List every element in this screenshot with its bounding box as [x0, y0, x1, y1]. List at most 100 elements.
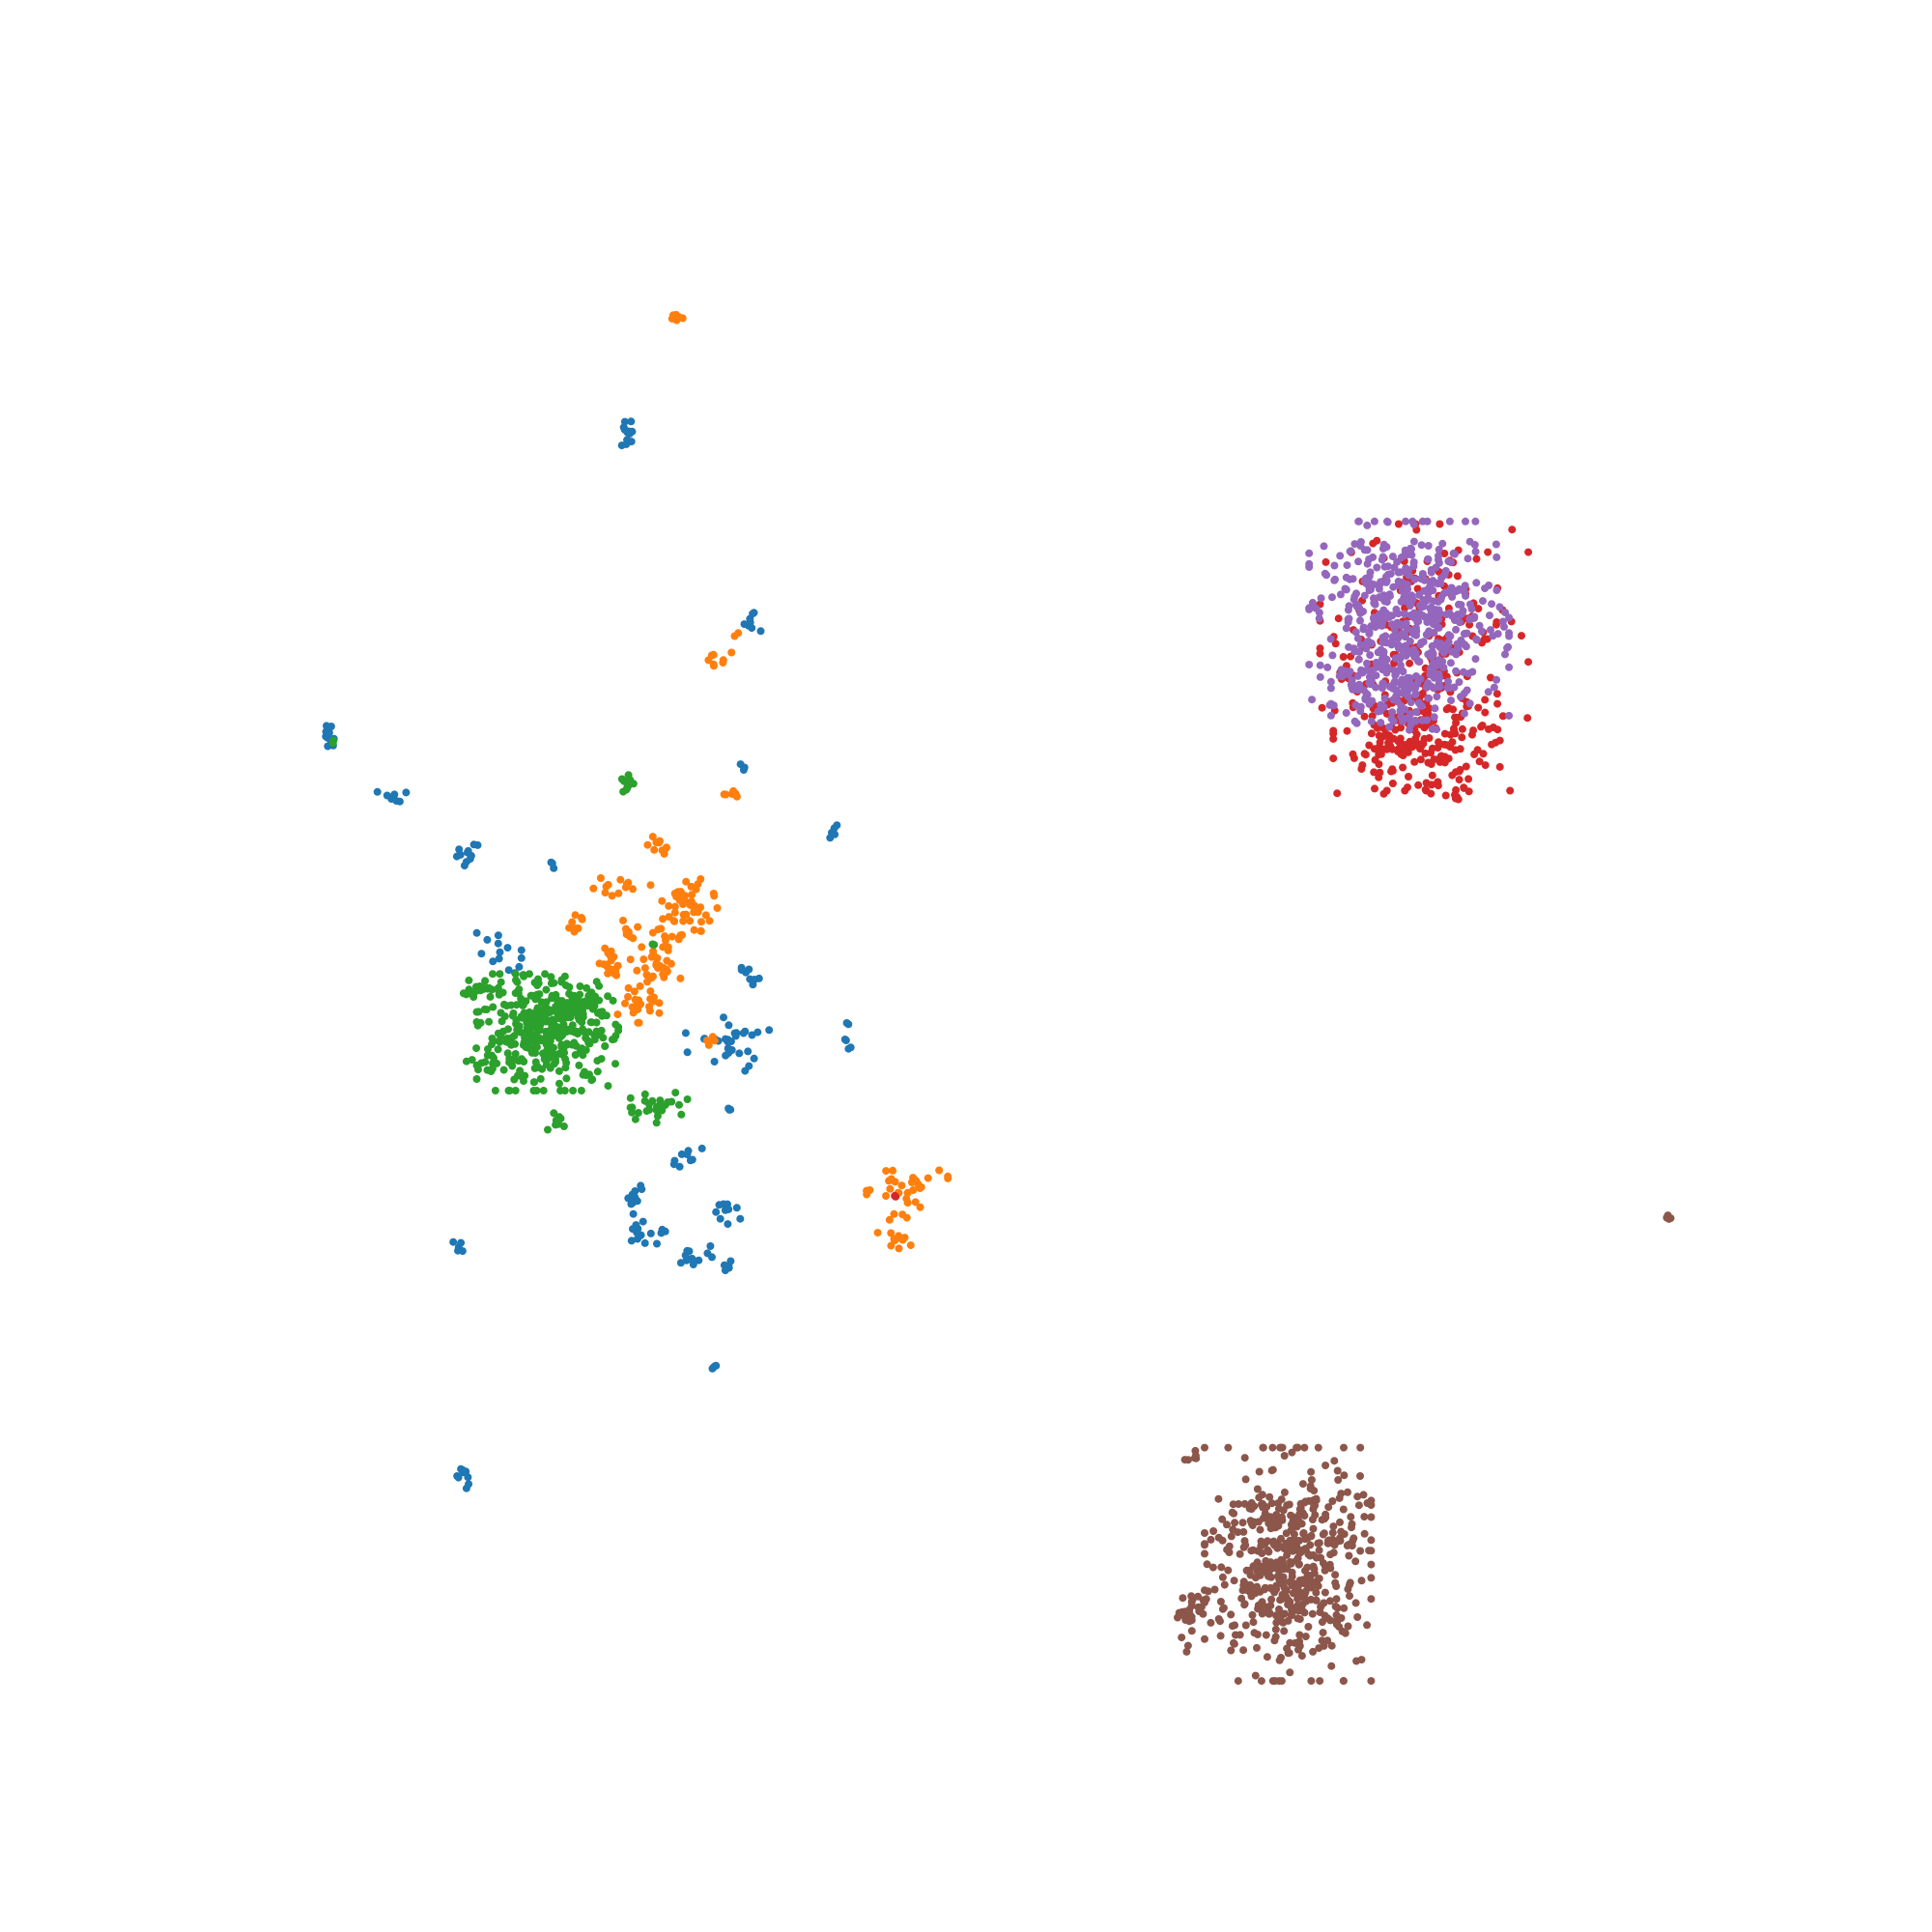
data-point [1240, 1601, 1249, 1609]
data-point [1332, 1595, 1341, 1604]
data-point [1314, 1539, 1322, 1548]
data-point [624, 983, 633, 992]
data-point [1302, 1577, 1311, 1585]
data-point [538, 1036, 547, 1043]
data-point [1399, 763, 1407, 772]
data-point [1440, 740, 1449, 749]
data-point [1275, 1656, 1284, 1664]
data-point [712, 1208, 721, 1216]
data-point [1401, 705, 1409, 714]
data-point [630, 987, 639, 996]
data-point [1246, 1583, 1255, 1592]
data-point [1277, 1495, 1286, 1504]
data-point [1309, 1550, 1318, 1559]
data-point [1218, 1515, 1227, 1523]
data-point [505, 1087, 514, 1094]
data-point [1388, 553, 1397, 561]
data-point [1201, 1634, 1208, 1643]
data-point [586, 1018, 595, 1027]
data-point [1452, 785, 1461, 794]
data-point [916, 1203, 924, 1211]
data-point [1267, 1595, 1276, 1604]
data-point [1309, 1524, 1318, 1533]
data-point [557, 976, 566, 984]
data-point [890, 1235, 898, 1243]
data-point [1475, 757, 1484, 766]
data-point [1461, 582, 1469, 590]
data-point [634, 1109, 642, 1117]
data-point [1409, 558, 1418, 567]
data-point [1365, 630, 1374, 639]
data-point [1493, 699, 1502, 708]
data-point [550, 979, 558, 987]
data-point [744, 1047, 753, 1056]
data-point [720, 1013, 727, 1022]
data-point [1305, 1572, 1314, 1579]
data-point [1451, 616, 1459, 624]
data-point [1214, 1533, 1223, 1542]
data-point [633, 1235, 641, 1243]
data-point [1472, 554, 1481, 563]
data-point [1465, 615, 1474, 624]
data-point [1397, 724, 1406, 732]
data-point [1305, 605, 1314, 613]
data-point [1330, 561, 1339, 570]
data-point [1236, 1549, 1244, 1558]
data-point [640, 1238, 649, 1247]
data-point [645, 1105, 654, 1114]
data-point [1265, 1513, 1274, 1521]
data-point [1465, 699, 1474, 708]
data-point [671, 1089, 680, 1097]
data-point [1394, 520, 1403, 528]
data-point [1218, 1573, 1227, 1581]
data-point [746, 618, 754, 627]
data-point [1384, 664, 1393, 672]
data-point [676, 1259, 685, 1267]
data-point [882, 1192, 891, 1200]
data-point [1463, 554, 1472, 563]
data-point [579, 1070, 587, 1079]
data-point [687, 882, 696, 891]
data-point [1500, 622, 1508, 631]
data-point [1268, 1443, 1277, 1452]
data-point [547, 1018, 555, 1027]
data-point [1321, 1588, 1329, 1597]
data-point [1505, 663, 1514, 671]
data-point [1434, 744, 1442, 753]
data-point [1178, 1634, 1186, 1642]
data-point [327, 723, 335, 730]
data-point [1454, 795, 1463, 804]
data-point [1336, 590, 1345, 599]
data-point [638, 1185, 646, 1194]
data-point [1471, 655, 1480, 664]
data-point [580, 1027, 588, 1036]
data-point [572, 1041, 581, 1050]
data-point [1248, 1521, 1257, 1530]
data-point [710, 1037, 719, 1045]
data-point [482, 1006, 491, 1014]
data-point [1423, 594, 1432, 603]
data-point [1325, 1560, 1334, 1569]
data-point [1446, 684, 1454, 692]
data-point [1428, 724, 1436, 733]
data-point [682, 877, 691, 886]
data-point [1363, 521, 1372, 529]
data-point [1350, 540, 1359, 549]
data-point [661, 1227, 669, 1236]
data-point [697, 918, 705, 926]
data-point [1351, 1599, 1360, 1607]
data-point [589, 884, 598, 893]
data-point [1319, 1629, 1327, 1637]
data-point [1185, 1617, 1194, 1626]
data-point [578, 915, 586, 923]
data-point [1430, 755, 1438, 763]
data-point [1382, 577, 1391, 585]
data-point [1305, 661, 1314, 668]
data-point [655, 999, 664, 1008]
data-point [1426, 582, 1435, 591]
data-point [547, 973, 555, 981]
data-point [1349, 750, 1357, 758]
data-point [1268, 1677, 1277, 1686]
data-point [1448, 592, 1457, 601]
data-point [1479, 750, 1488, 758]
